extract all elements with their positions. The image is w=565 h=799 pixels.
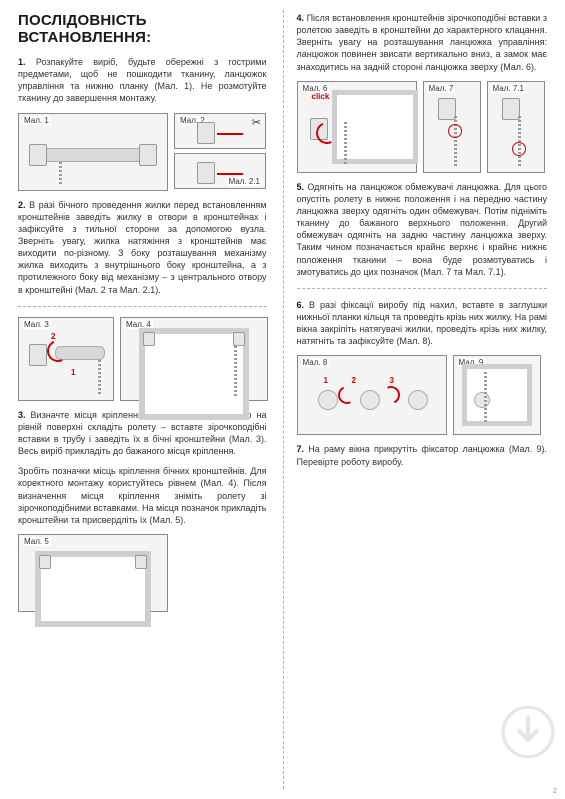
bracket-detail2-icon	[197, 162, 215, 184]
chain-icon	[59, 162, 62, 184]
circle71-icon	[512, 142, 526, 156]
bracket5r-icon	[135, 555, 147, 569]
fig-row-2: Мал. 3 2 1 Мал. 4	[18, 317, 267, 401]
figure-7: Мал. 7	[423, 81, 481, 173]
click-label: click	[312, 92, 330, 101]
figure-2: Мал. 2 ✂	[174, 113, 266, 149]
badge8-2: 2	[352, 376, 356, 385]
step-5-text: 5. Одягніть на ланцюжок обмежувачі ланцю…	[297, 181, 548, 278]
tensioner1-icon	[318, 390, 338, 410]
figure-9: Мал. 9	[453, 355, 541, 435]
step-1-body: Розпакуйте виріб, будьте обережні з гост…	[18, 57, 267, 103]
figure-7-1-label: Мал. 7.1	[491, 84, 526, 93]
figure-7-1: Мал. 7.1	[487, 81, 545, 173]
red-line2-icon	[217, 173, 243, 175]
tensioner2-icon	[360, 390, 380, 410]
fixator-icon	[474, 392, 490, 408]
figure-3: Мал. 3 2 1	[18, 317, 114, 401]
figure-1: Мал. 1	[18, 113, 168, 191]
step-5-body: Одягніть на ланцюжок обмежувачі ланцюжка…	[297, 182, 548, 277]
page-title: ПОСЛІДОВНІСТЬ ВСТАНОВЛЕННЯ:	[18, 12, 267, 46]
step-7-num: 7.	[297, 444, 305, 454]
right-horizontal-separator	[297, 288, 548, 289]
badge-2: 2	[51, 332, 55, 341]
bracket4l-icon	[143, 332, 155, 346]
step-6-body: В разі фіксації виробу під нахил, вставт…	[297, 300, 548, 346]
step-3b-body: Зробіть позначки місць кріплення бічних …	[18, 466, 267, 525]
bracket-right-icon	[139, 144, 157, 166]
badge8-1: 1	[324, 376, 328, 385]
circle7-icon	[448, 124, 462, 138]
watermark-icon	[501, 705, 555, 759]
frame9-icon	[462, 364, 532, 426]
step-6-num: 6.	[297, 300, 305, 310]
chain71-icon	[518, 116, 521, 166]
step-3-num: 3.	[18, 410, 26, 420]
bracket5l-icon	[39, 555, 51, 569]
tensioner3-icon	[408, 390, 428, 410]
fig-row-4: Мал. 8 1 2 3 Мал. 9	[297, 355, 548, 435]
scissors-icon: ✂	[252, 116, 261, 129]
bracket-left-icon	[29, 144, 47, 166]
step-1-text: 1. Розпакуйте виріб, будьте обережні з г…	[18, 56, 267, 105]
bracket-detail-icon	[197, 122, 215, 144]
bracket3-icon	[29, 344, 47, 366]
badge8-3: 3	[390, 376, 394, 385]
step-7-body: На раму вікна прикрутіть фіксатор ланцюж…	[297, 444, 548, 466]
curve-arrow-icon	[44, 337, 72, 365]
red-line-icon	[217, 133, 243, 135]
step-4-text: 4. Після встановлення кронштейнів зірочк…	[297, 12, 548, 73]
step-2-text: 2. В разі бічного проведення жилки перед…	[18, 199, 267, 296]
curve8a-icon	[335, 384, 358, 407]
curve8b-icon	[379, 384, 402, 407]
figure-6: Мал. 6 click	[297, 81, 417, 173]
step-2-body: В разі бічного проведення жилки перед вс…	[18, 200, 267, 295]
window-frame5-icon	[35, 551, 151, 627]
figure-5-label: Мал. 5	[22, 537, 51, 546]
figure-4: Мал. 4	[120, 317, 268, 401]
step-7-text: 7. На раму вікна прикрутіть фіксатор лан…	[297, 443, 548, 467]
fig-2-stack: Мал. 2 ✂ Мал. 2.1	[174, 113, 267, 191]
figure-8-label: Мал. 8	[301, 358, 330, 367]
fig-row-1: Мал. 1 Мал. 2 ✂ Мал. 2.1	[18, 113, 267, 191]
figure-8: Мал. 8 1 2 3	[297, 355, 447, 435]
figure-7-label: Мал. 7	[427, 84, 456, 93]
step-2-num: 2.	[18, 200, 26, 210]
figure-5: Мал. 5	[18, 534, 168, 612]
step-5-num: 5.	[297, 182, 305, 192]
page-number: 2	[553, 788, 557, 795]
step-1-num: 1.	[18, 57, 26, 67]
step-3b-text: Зробіть позначки місць кріплення бічних …	[18, 465, 267, 526]
roller-tube-icon	[37, 148, 147, 162]
step-4-num: 4.	[297, 13, 305, 23]
figure-2-1-label: Мал. 2.1	[227, 177, 262, 186]
left-column: ПОСЛІДОВНІСТЬ ВСТАНОВЛЕННЯ: 1. Розпакуйт…	[0, 0, 283, 799]
fig-row-3: Мал. 6 click Мал. 7 Мал. 7.1	[297, 81, 548, 173]
figure-1-label: Мал. 1	[22, 116, 51, 125]
right-column: 4. Після встановлення кронштейнів зірочк…	[283, 0, 565, 799]
left-horizontal-separator	[18, 306, 267, 307]
badge-1: 1	[71, 368, 75, 377]
chain3-icon	[98, 360, 101, 396]
chain6-icon	[344, 122, 347, 166]
bracket4r-icon	[233, 332, 245, 346]
figure-2-1: Мал. 2.1	[174, 153, 266, 189]
chain9-icon	[484, 372, 487, 422]
figure-3-label: Мал. 3	[22, 320, 51, 329]
page-root: ПОСЛІДОВНІСТЬ ВСТАНОВЛЕННЯ: 1. Розпакуйт…	[0, 0, 565, 799]
chain4-icon	[234, 346, 237, 396]
step-6-text: 6. В разі фіксації виробу під нахил, вст…	[297, 299, 548, 348]
step-4-body: Після встановлення кронштейнів зірочкопо…	[297, 13, 548, 72]
